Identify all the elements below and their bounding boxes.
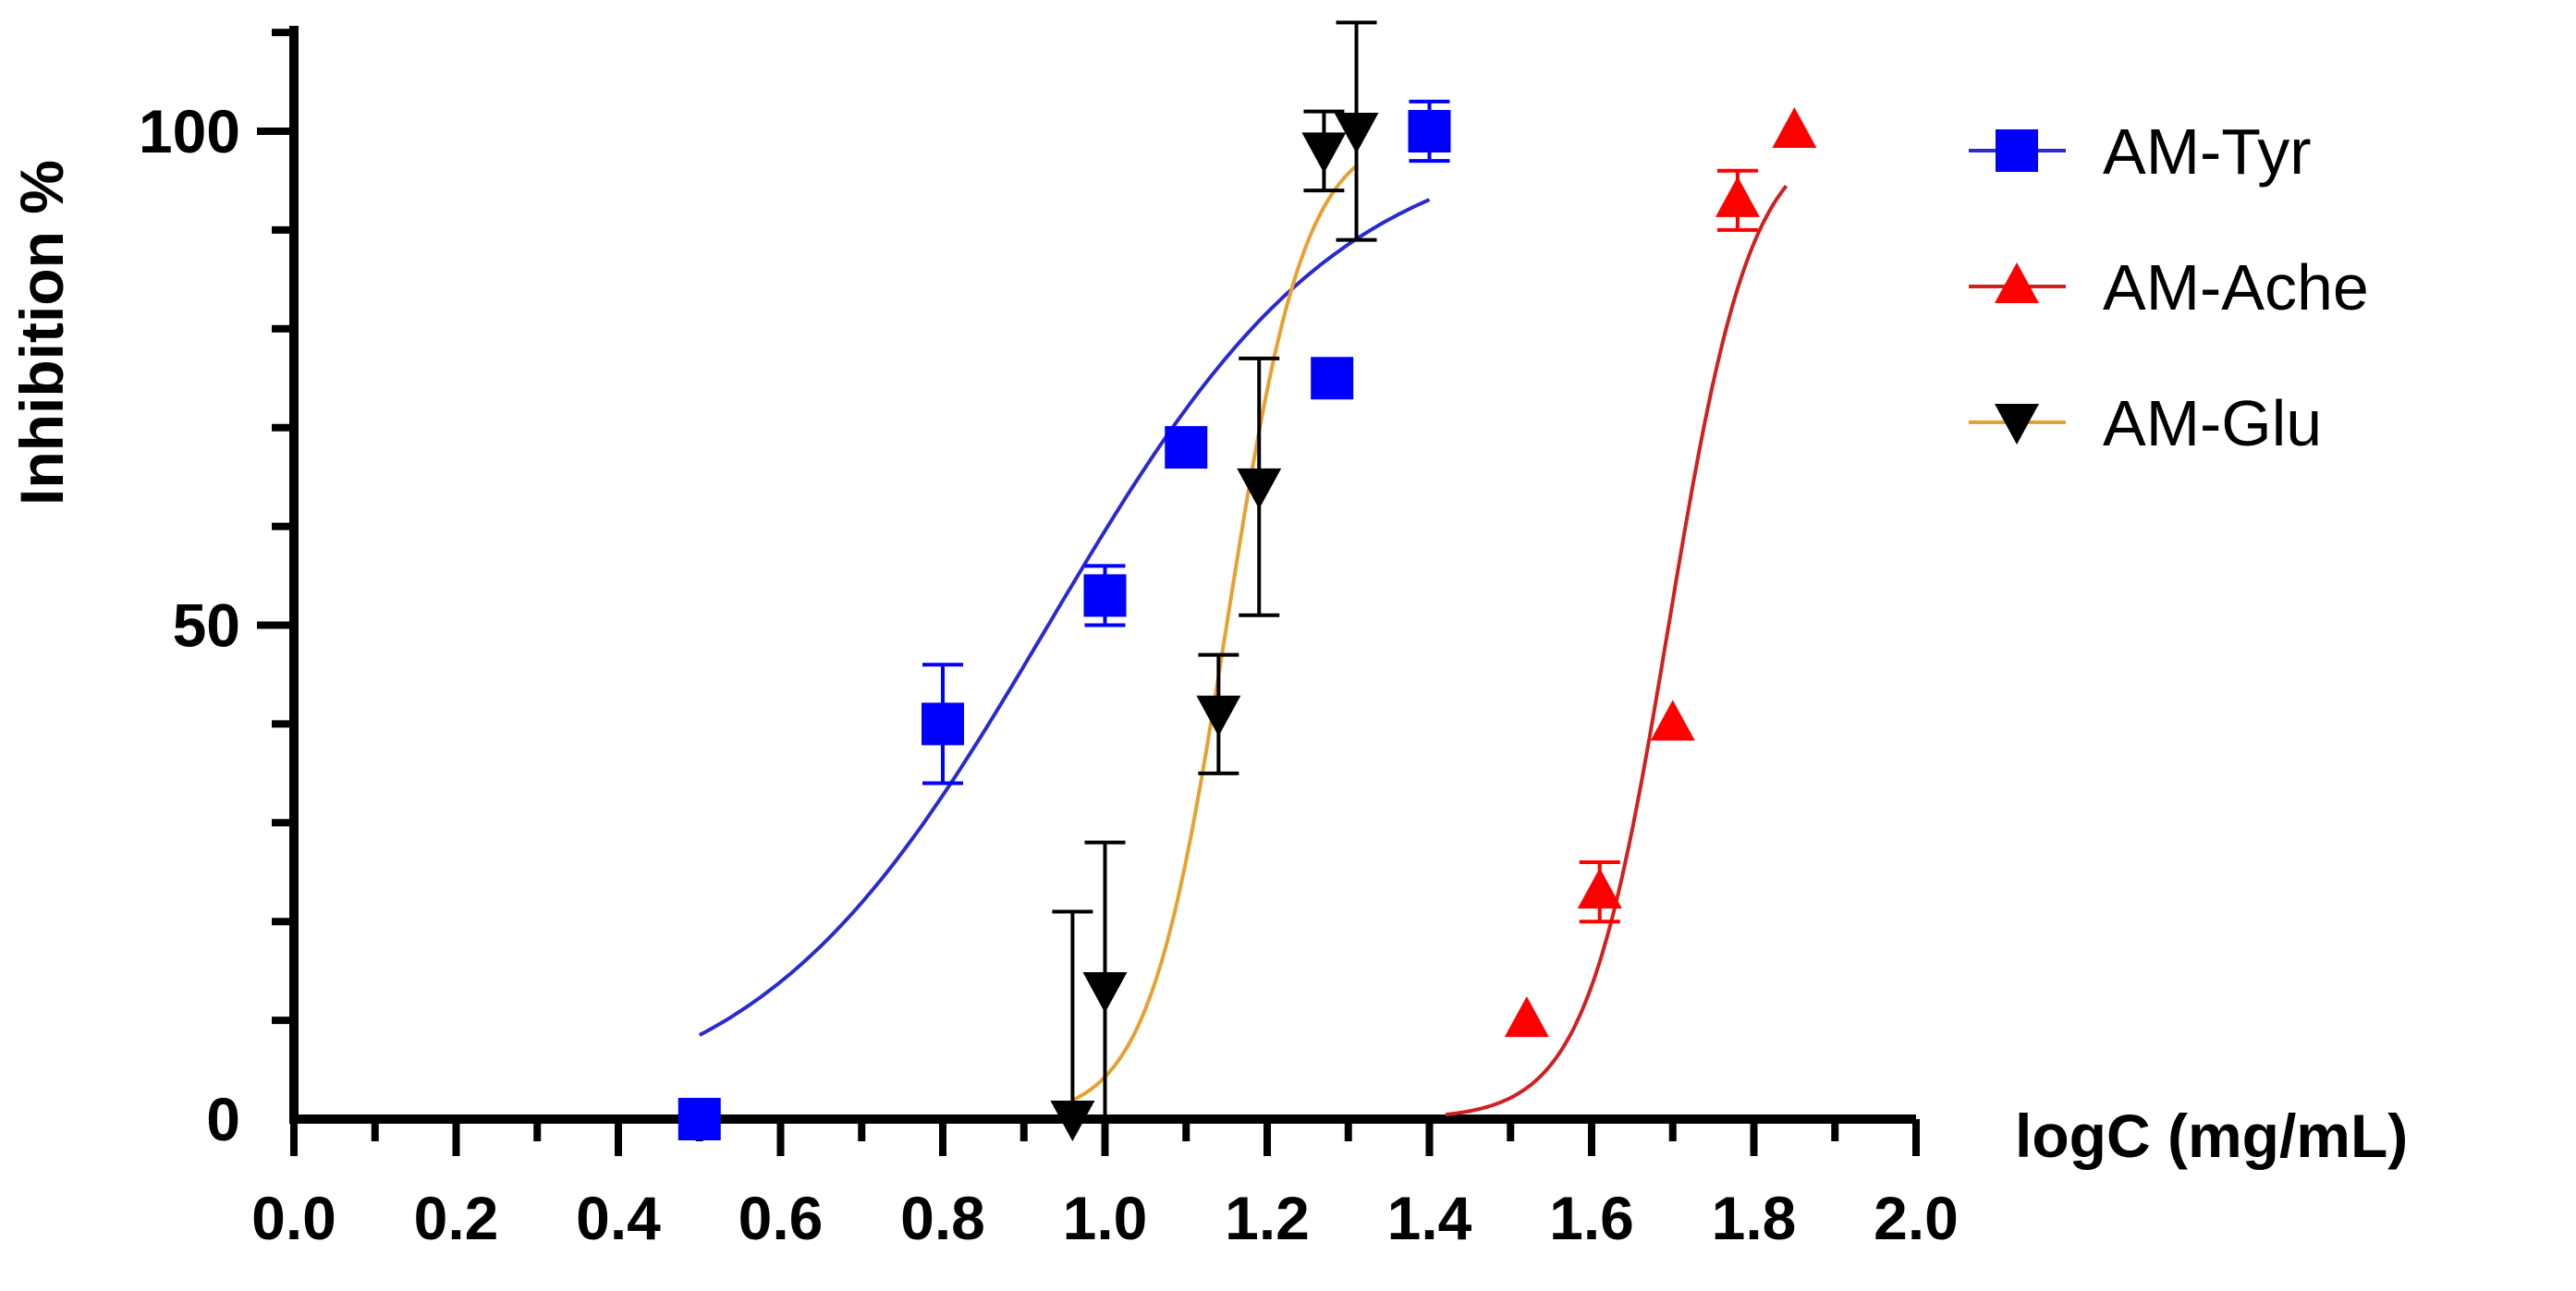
data-point-am-ache (1504, 996, 1549, 1038)
legend-marker-square (1996, 129, 2038, 172)
y-tick-label: 100 (139, 97, 240, 165)
y-tick-label: 50 (173, 591, 240, 660)
fit-curve-am-glu (1071, 164, 1358, 1102)
y-axis-title: Inhibition % (7, 160, 76, 505)
data-point-am-tyr (922, 702, 964, 746)
x-tick-label: 2.0 (1874, 1184, 1959, 1252)
data-point-am-glu (1301, 132, 1347, 174)
legend-marker-triangle-up (1995, 262, 2039, 303)
x-axis-title: logC (mg/mL) (2015, 1102, 2408, 1170)
data-point-am-ache (1577, 868, 1622, 909)
legend-item-am-ache: AM-Ache (1969, 251, 2369, 323)
x-tick-label: 0.8 (900, 1184, 985, 1252)
legend-label: AM-Glu (2103, 387, 2322, 459)
error-bars (922, 20, 1758, 1119)
legend-label: AM-Ache (2103, 251, 2369, 323)
tick-labels: 0.0 0.2 0.4 0.6 0.8 1.0 1.2 1.4 1.6 1.8 2.0 0 50 100 (139, 97, 1959, 1252)
legend-item-am-glu: AM-Glu (1969, 387, 2322, 459)
x-tick-label: 0.0 (251, 1184, 336, 1252)
legend: AM-Tyr AM-Ache AM-Glu (1969, 116, 2369, 459)
legend-label: AM-Tyr (2103, 116, 2312, 188)
x-tick-label: 1.4 (1387, 1184, 1472, 1252)
data-point-am-glu (1334, 113, 1379, 153)
data-point-am-ache (1650, 700, 1695, 741)
data-point-am-ache (1772, 107, 1817, 148)
data-point-am-tyr (1165, 426, 1208, 469)
x-tick-label: 1.0 (1063, 1184, 1148, 1252)
legend-marker-triangle-down (1995, 404, 2039, 445)
data-point-am-glu (1196, 695, 1241, 737)
y-tick-label: 0 (206, 1085, 240, 1153)
x-tick-label: 1.2 (1225, 1184, 1310, 1252)
fit-curve-am-ache (1445, 184, 1789, 1117)
legend-item-am-tyr: AM-Tyr (1969, 116, 2312, 188)
x-tick-label: 0.2 (414, 1184, 499, 1252)
data-point-am-tyr (1408, 110, 1451, 152)
x-tick-label: 1.6 (1549, 1184, 1634, 1252)
data-markers (678, 107, 1817, 1141)
x-tick-label: 0.4 (576, 1184, 661, 1252)
fit-curves (698, 164, 1789, 1117)
data-point-am-ache (1715, 176, 1760, 217)
data-point-am-glu (1050, 1101, 1095, 1141)
data-point-am-tyr (1311, 357, 1354, 400)
data-point-am-tyr (678, 1098, 721, 1140)
data-point-am-tyr (1083, 574, 1127, 617)
x-tick-label: 0.6 (739, 1184, 824, 1252)
data-point-am-glu (1082, 972, 1128, 1014)
x-tick-label: 1.8 (1712, 1184, 1797, 1252)
data-point-am-glu (1237, 468, 1282, 509)
fit-curve-am-tyr (698, 198, 1431, 1037)
